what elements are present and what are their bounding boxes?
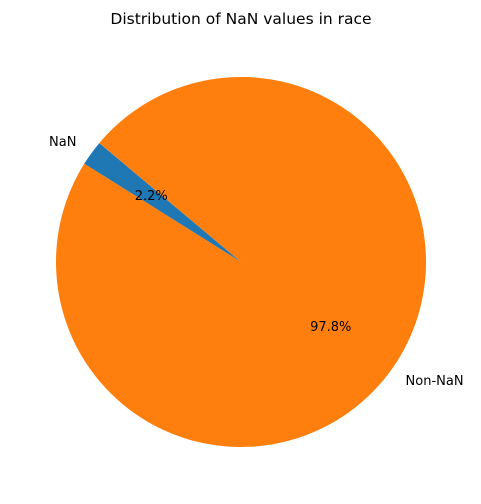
pct-label-non-nan: 97.8% xyxy=(310,320,351,335)
chart-title: Distribution of NaN values in race xyxy=(110,10,371,28)
slice-label-nan: NaN xyxy=(49,135,76,150)
pie-labels: NaN 2.2% Non-NaN 97.8% xyxy=(49,135,464,389)
pie-slice-non-nan xyxy=(55,76,426,448)
slice-label-non-nan: Non-NaN xyxy=(406,374,464,389)
pie-slice-nan xyxy=(84,143,241,262)
pct-label-nan: 2.2% xyxy=(135,189,168,204)
pie-slices xyxy=(55,76,426,448)
